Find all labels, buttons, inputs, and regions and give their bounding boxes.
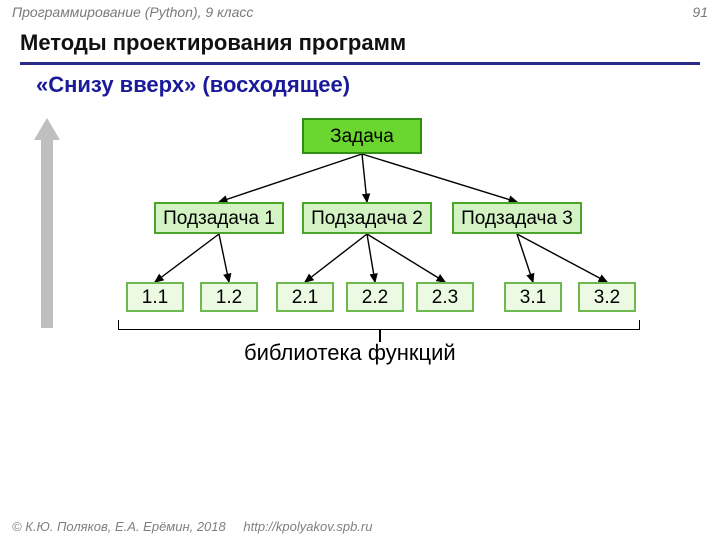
page-number: 91 <box>692 4 708 26</box>
copyright: © К.Ю. Поляков, Е.А. Ерёмин, 2018 <box>12 519 226 534</box>
tree-node: 2.2 <box>346 282 404 312</box>
tree-node: 3.2 <box>578 282 636 312</box>
footer: © К.Ю. Поляков, Е.А. Ерёмин, 2018 http:/… <box>12 519 372 534</box>
tree-node: 2.3 <box>416 282 474 312</box>
tree-node: Подзадача 1 <box>154 202 284 234</box>
tree-node: 3.1 <box>504 282 562 312</box>
page-title: Методы проектирования программ <box>20 30 700 65</box>
tree-node: 2.1 <box>276 282 334 312</box>
upward-arrow-icon <box>34 118 60 328</box>
course-label: Программирование (Python), 9 класс <box>12 4 253 26</box>
subtitle: «Снизу вверх» (восходящее) <box>36 72 350 98</box>
tree-node: 1.2 <box>200 282 258 312</box>
footer-url: http://kpolyakov.spb.ru <box>243 519 372 534</box>
tree-node: Задача <box>302 118 422 154</box>
header-bar: Программирование (Python), 9 класс 91 <box>0 0 720 26</box>
tree-node: Подзадача 2 <box>302 202 432 234</box>
tree-node: 1.1 <box>126 282 184 312</box>
library-bracket <box>118 320 640 330</box>
library-caption: библиотека функций <box>244 340 456 366</box>
tree-node: Подзадача 3 <box>452 202 582 234</box>
library-bracket-stem <box>379 330 381 342</box>
